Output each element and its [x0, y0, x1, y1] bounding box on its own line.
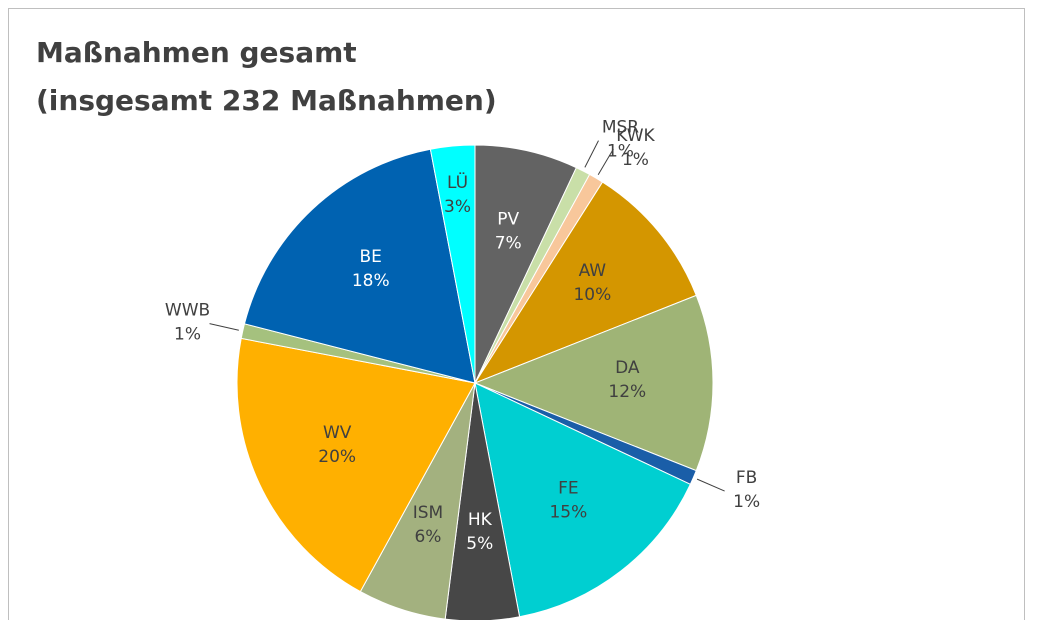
- category-label: PV: [497, 209, 519, 229]
- category-label: WWB: [165, 301, 210, 321]
- pie-slice: [474, 382, 692, 618]
- data-label: DA 12%: [608, 358, 646, 402]
- pie-slice: [473, 181, 697, 385]
- value-label: 10%: [573, 285, 611, 305]
- data-label: KWK 1%: [616, 126, 655, 170]
- data-label: BE 18%: [352, 247, 390, 291]
- leader-line: [584, 140, 599, 168]
- category-label: HK: [468, 510, 493, 530]
- category-label: FB: [736, 468, 757, 488]
- data-label: PV 7%: [495, 209, 522, 253]
- value-label: 18%: [352, 271, 390, 291]
- pie-slice: [473, 294, 714, 472]
- value-label: 1%: [622, 150, 649, 170]
- value-label: 3%: [444, 197, 471, 217]
- data-label: LÜ 3%: [444, 171, 471, 217]
- pie-slice: [236, 337, 476, 593]
- data-label: FE 15%: [549, 478, 587, 522]
- category-label: ISM: [413, 503, 443, 523]
- value-label: 12%: [608, 382, 646, 402]
- category-label: AW: [579, 261, 607, 281]
- chart-title: Maßnahmen gesamt: [36, 36, 357, 69]
- category-label: LÜ: [447, 171, 468, 193]
- data-label: ISM 6%: [413, 503, 443, 547]
- value-label: 1%: [174, 325, 201, 345]
- value-label: 5%: [466, 534, 493, 554]
- data-label: HK 5%: [466, 510, 493, 554]
- category-label: BE: [360, 247, 382, 267]
- leader-line: [597, 148, 614, 175]
- chart-title: (insgesamt 232 Maßnahmen): [36, 84, 497, 117]
- pie-slice: [243, 148, 476, 384]
- value-label: 1%: [733, 492, 760, 512]
- data-label: WWB 1%: [165, 301, 210, 345]
- pie-slice: [429, 144, 476, 384]
- data-label: WV 20%: [318, 423, 356, 467]
- category-label: WV: [323, 423, 352, 443]
- data-label: AW 10%: [573, 261, 611, 305]
- category-label: MSR: [602, 118, 639, 138]
- value-label: 20%: [318, 447, 356, 467]
- category-label: FE: [558, 478, 579, 498]
- pie-slice: [474, 144, 578, 384]
- data-label: MSR 1%: [602, 118, 639, 162]
- category-label: DA: [615, 358, 640, 378]
- data-label: FB 1%: [733, 468, 760, 512]
- leader-line: [696, 478, 725, 492]
- value-label: 15%: [549, 502, 587, 522]
- value-label: 1%: [607, 142, 634, 162]
- value-label: 7%: [495, 233, 522, 253]
- category-label: KWK: [616, 126, 655, 146]
- value-label: 6%: [414, 527, 441, 547]
- leader-line: [209, 323, 239, 331]
- chart-frame: [8, 8, 1025, 620]
